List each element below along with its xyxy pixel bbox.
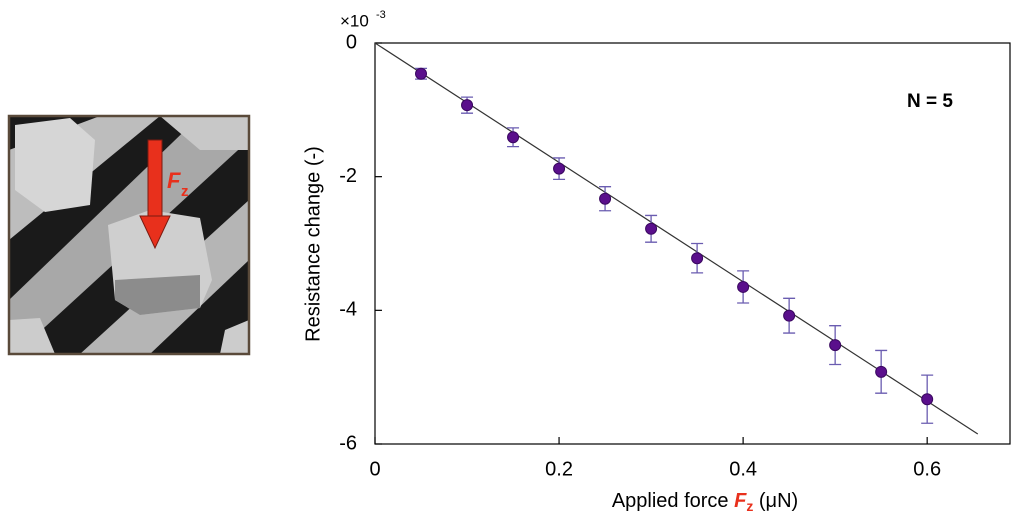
y-tick-label: -4 — [339, 299, 357, 321]
data-point — [875, 365, 888, 378]
x-tick-label: 0 — [369, 458, 380, 480]
x-tick-label: 0.6 — [913, 458, 941, 480]
inset-border — [7, 114, 251, 356]
sem-inset — [9, 116, 249, 354]
plot-frame — [374, 42, 1011, 445]
x-label-subscript: z — [746, 498, 753, 514]
force-subscript: z — [181, 183, 189, 200]
x-label-text: Applied force — [612, 490, 734, 512]
data-point — [921, 393, 934, 406]
unit-exponent: -3 — [376, 9, 386, 21]
data-point — [783, 309, 796, 322]
x-label-symbol: F — [734, 490, 747, 512]
data-point — [507, 131, 520, 144]
x-tick-label: 0.2 — [545, 458, 573, 480]
y-axis-label: Resistance change (-) — [302, 146, 324, 342]
data-point — [737, 280, 750, 293]
data-point — [415, 67, 428, 80]
data-point — [553, 162, 566, 175]
force-symbol: F — [167, 168, 181, 193]
x-axis-label: Applied force Fz (μN) — [612, 490, 798, 513]
unit-label: ×10 — [340, 11, 369, 30]
data-point — [829, 339, 842, 352]
data-point — [691, 252, 704, 265]
x-tick-label: 0.4 — [729, 458, 757, 480]
data-point — [461, 99, 474, 112]
force-arrow — [139, 139, 171, 250]
y-tick-label: -2 — [339, 165, 357, 187]
data-point — [645, 222, 658, 235]
y-tick-label: -6 — [339, 432, 357, 454]
x-label-unit: (μN) — [753, 490, 798, 512]
data-point — [599, 192, 612, 205]
annotation: N = 5 — [907, 91, 953, 112]
y-tick-label: 0 — [346, 31, 357, 53]
